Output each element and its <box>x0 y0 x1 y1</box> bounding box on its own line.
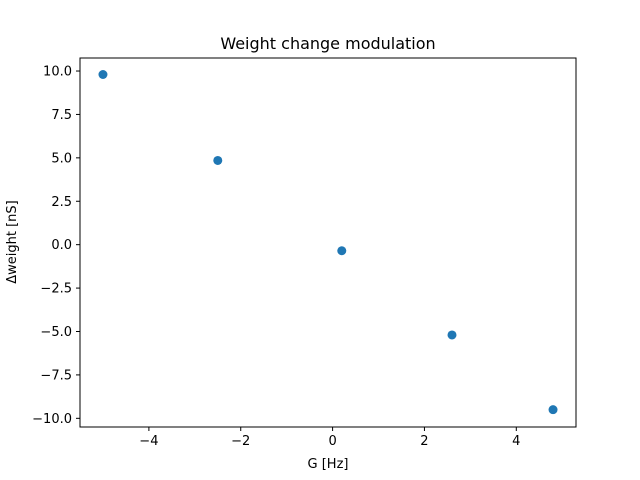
data-point <box>548 405 558 415</box>
data-point <box>98 69 108 79</box>
data-point <box>213 155 223 165</box>
y-tick-label: 5.0 <box>51 151 72 166</box>
x-tick-label: −4 <box>139 434 158 449</box>
y-tick-label: −5.0 <box>40 325 72 340</box>
x-tick-label: −2 <box>231 434 250 449</box>
y-tick-label: 10.0 <box>43 65 72 80</box>
y-tick-label: 2.5 <box>51 195 72 210</box>
y-tick-label: 7.5 <box>51 108 72 123</box>
data-point <box>447 330 457 340</box>
axis-ticks: −4 −2 0 2 4 −10.0 −7.5 −5.0 −2.5 0.0 2.5 5.0 7.5 10.0 <box>32 65 520 449</box>
x-tick-label: 4 <box>512 434 520 449</box>
data-points <box>98 69 558 415</box>
y-tick-label: 0.0 <box>51 238 72 253</box>
y-axis-label: Δweight [nS] <box>5 200 20 284</box>
data-point <box>337 246 347 256</box>
y-tick-label: −2.5 <box>40 282 72 297</box>
x-axis-label: G [Hz] <box>308 457 349 472</box>
x-tick-label: 0 <box>328 434 336 449</box>
x-tick-label: 2 <box>420 434 428 449</box>
y-tick-label: −7.5 <box>40 368 72 383</box>
y-tick-label: −10.0 <box>32 412 72 427</box>
plot-area-frame <box>79 57 577 428</box>
chart-title: Weight change modulation <box>220 34 435 53</box>
